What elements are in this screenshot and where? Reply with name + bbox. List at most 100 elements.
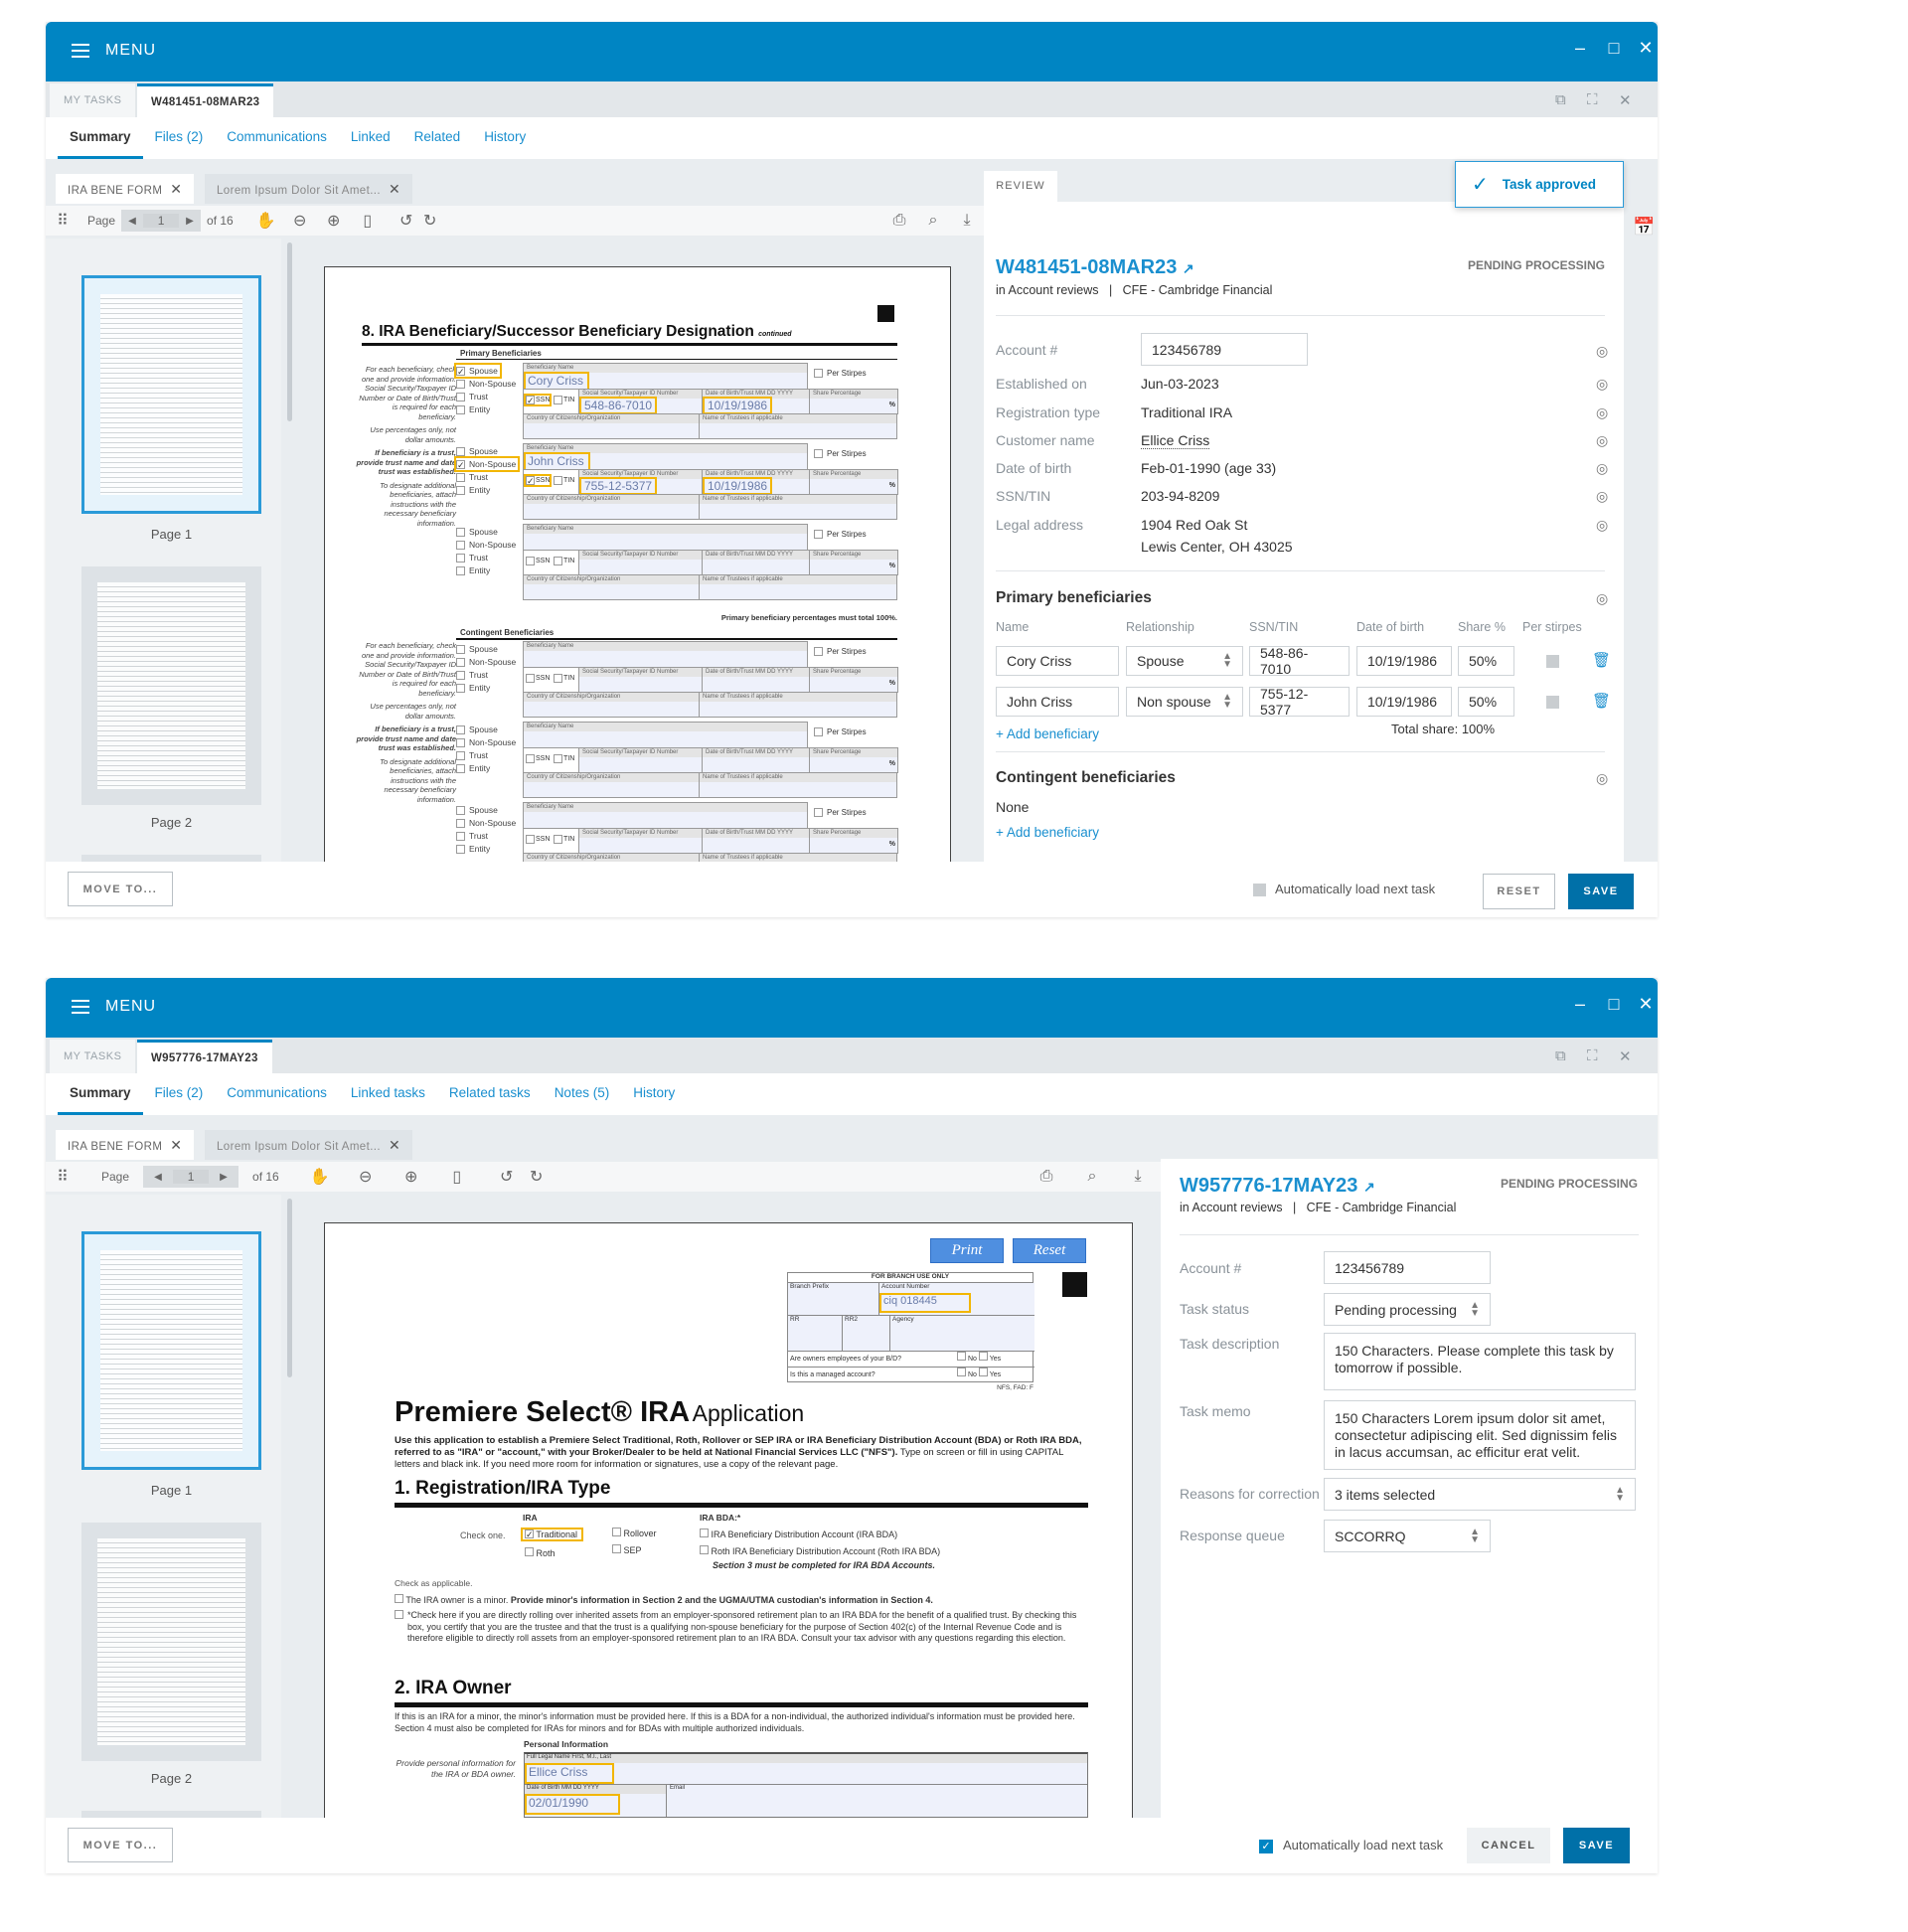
per-stirpes-option[interactable]: Per Stirpes	[814, 369, 867, 378]
tin-option[interactable]: TIN	[554, 835, 574, 844]
per-stirpes-checkbox[interactable]	[814, 647, 823, 656]
save-button[interactable]: SAVE	[1568, 874, 1634, 909]
reset-button[interactable]: RESET	[1483, 874, 1555, 909]
per-stirpes-checkbox[interactable]	[814, 369, 823, 378]
per-stirpes-option[interactable]: Per Stirpes	[814, 449, 867, 458]
beneficiary-type-option[interactable]: Trust	[456, 669, 490, 681]
option-checkbox[interactable]	[456, 818, 465, 828]
fit-page-icon[interactable]: ▯	[452, 1169, 462, 1186]
dob-input[interactable]: 10/19/1986	[1356, 646, 1452, 676]
tab-history[interactable]: History	[633, 1085, 676, 1100]
sep-option[interactable]: SEP	[612, 1544, 642, 1555]
no-checkbox[interactable]	[957, 1352, 966, 1361]
beneficiary-type-option[interactable]: Entity	[456, 843, 492, 855]
option-checkbox[interactable]	[456, 724, 465, 734]
option-checkbox[interactable]	[456, 485, 465, 495]
review-tab[interactable]: REVIEW	[984, 171, 1057, 202]
share-field[interactable]: Share Percentage%	[809, 828, 898, 854]
locate-in-document-icon[interactable]: ◎	[1596, 343, 1609, 359]
per-stirpes-checkbox[interactable]	[814, 530, 823, 539]
locate-in-document-icon[interactable]: ◎	[1596, 590, 1609, 606]
locate-in-document-icon[interactable]: ◎	[1596, 517, 1609, 533]
auto-load-checkbox[interactable]: ✓	[1259, 1840, 1273, 1853]
rollover-checkbox[interactable]	[612, 1528, 621, 1536]
tab-communications[interactable]: Communications	[227, 1085, 327, 1100]
customer-name-link[interactable]: Ellice Criss	[1141, 432, 1210, 449]
ira-bda-checkbox[interactable]	[700, 1529, 709, 1537]
tin-checkbox[interactable]	[554, 476, 562, 485]
per-stirpes-option[interactable]: Per Stirpes	[814, 647, 867, 656]
beneficiary-type-option[interactable]: Entity	[456, 403, 492, 415]
thumbnail-page-3[interactable]	[81, 855, 261, 862]
dob-input[interactable]: 10/19/1986	[1356, 687, 1452, 717]
tab-files[interactable]: Files (2)	[154, 129, 204, 144]
dob-field[interactable]: Date of Birth/Trust MM DD YYYY	[702, 667, 810, 693]
roth-option[interactable]: Roth	[525, 1547, 556, 1558]
ssn-input[interactable]: 755-12-5377	[1249, 686, 1350, 718]
close-tab-icon[interactable]: ✕	[1619, 92, 1632, 109]
auto-load-checkbox[interactable]	[1253, 884, 1266, 896]
rotate-right-icon[interactable]: ↻	[530, 1169, 544, 1186]
tin-option[interactable]: TIN	[554, 476, 574, 485]
country-field[interactable]: Country of Citizenship/Organization	[523, 494, 700, 520]
popout-icon[interactable]: ⧉	[1555, 1047, 1566, 1064]
popout-icon[interactable]: ⧉	[1555, 91, 1566, 108]
tin-checkbox[interactable]	[554, 674, 562, 683]
ssn-field[interactable]: Social Security/Taxpayer ID Number	[578, 747, 703, 773]
form-reset-button[interactable]: Reset	[1013, 1238, 1086, 1263]
option-checkbox[interactable]	[456, 831, 465, 841]
ssn-option[interactable]: SSN	[526, 557, 550, 565]
close-doc-tab-icon[interactable]: ✕	[170, 1137, 183, 1153]
option-checkbox[interactable]: ✓	[456, 459, 465, 470]
account-number-input[interactable]: 123456789	[1141, 333, 1308, 366]
thumbnail-page-2[interactable]	[81, 1523, 261, 1761]
tin-option[interactable]: TIN	[554, 674, 574, 683]
print-icon[interactable]: ⎙	[892, 212, 906, 229]
thumbnail-page-1[interactable]	[81, 1231, 261, 1470]
dob-value[interactable]: 02/01/1990	[525, 1794, 620, 1815]
fullscreen-icon[interactable]: ⛶	[1587, 91, 1598, 108]
tin-checkbox[interactable]	[554, 557, 562, 565]
ssn-checkbox[interactable]: ✓	[526, 396, 535, 405]
ssn-field[interactable]: Social Security/Taxpayer ID Number	[578, 550, 703, 575]
per-stirpes-checkbox[interactable]	[814, 808, 823, 817]
branch-prefix-field[interactable]: Branch Prefix	[788, 1283, 879, 1315]
country-field[interactable]: Country of Citizenship/Organization	[523, 574, 700, 600]
option-checkbox[interactable]	[456, 446, 465, 456]
zoom-out-icon[interactable]: ⊖	[293, 213, 307, 230]
option-checkbox[interactable]	[456, 657, 465, 667]
share-field[interactable]: Share Percentage%	[809, 550, 898, 575]
menu-label[interactable]: MENU	[105, 42, 157, 59]
beneficiary-type-option[interactable]: Non-Spouse	[456, 817, 518, 829]
share-input[interactable]: 50%	[1458, 687, 1514, 717]
beneficiary-type-option[interactable]: Non-Spouse	[456, 378, 518, 390]
rollover-option[interactable]: Rollover	[612, 1528, 657, 1538]
trash-icon[interactable]: 🗑	[1592, 652, 1612, 669]
roth-bda-option[interactable]: Roth IRA Beneficiary Distribution Accoun…	[700, 1545, 940, 1556]
per-stirpes-option[interactable]: Per Stirpes	[814, 727, 867, 736]
option-checkbox[interactable]	[456, 670, 465, 680]
hamburger-menu-icon[interactable]	[72, 1000, 89, 1014]
rotate-left-icon[interactable]: ↺	[500, 1169, 514, 1186]
close-window-icon[interactable]: ✕	[1638, 38, 1654, 58]
traditional-checkbox[interactable]: ✓	[525, 1530, 534, 1539]
search-icon[interactable]: ⌕	[1087, 1168, 1097, 1185]
tab-communications[interactable]: Communications	[227, 129, 327, 144]
zoom-in-icon[interactable]: ⊕	[404, 1169, 418, 1186]
option-checkbox[interactable]	[456, 683, 465, 693]
doc-tab-lorem[interactable]: Lorem Ipsum Dolor Sit Amet... ✕	[205, 1130, 413, 1160]
beneficiary-name-field[interactable]: Beneficiary Name	[523, 524, 808, 551]
tab-my-tasks[interactable]: MY TASKS	[50, 1040, 136, 1073]
option-checkbox[interactable]	[456, 472, 465, 482]
download-icon[interactable]: ⤓	[963, 212, 971, 229]
fullscreen-icon[interactable]: ⛶	[1587, 1047, 1598, 1064]
locate-in-document-icon[interactable]: ◎	[1596, 432, 1609, 448]
close-doc-tab-icon[interactable]: ✕	[389, 181, 401, 197]
option-checkbox[interactable]	[456, 805, 465, 815]
page-input[interactable]: 1	[143, 214, 180, 228]
roth-checkbox[interactable]	[525, 1547, 534, 1556]
beneficiary-type-option[interactable]: ✓ Spouse	[454, 363, 502, 379]
name-input[interactable]: Cory Criss	[996, 646, 1119, 676]
ssn-checkbox[interactable]: ✓	[526, 476, 535, 486]
thumbnail-scrollbar[interactable]	[287, 242, 292, 421]
